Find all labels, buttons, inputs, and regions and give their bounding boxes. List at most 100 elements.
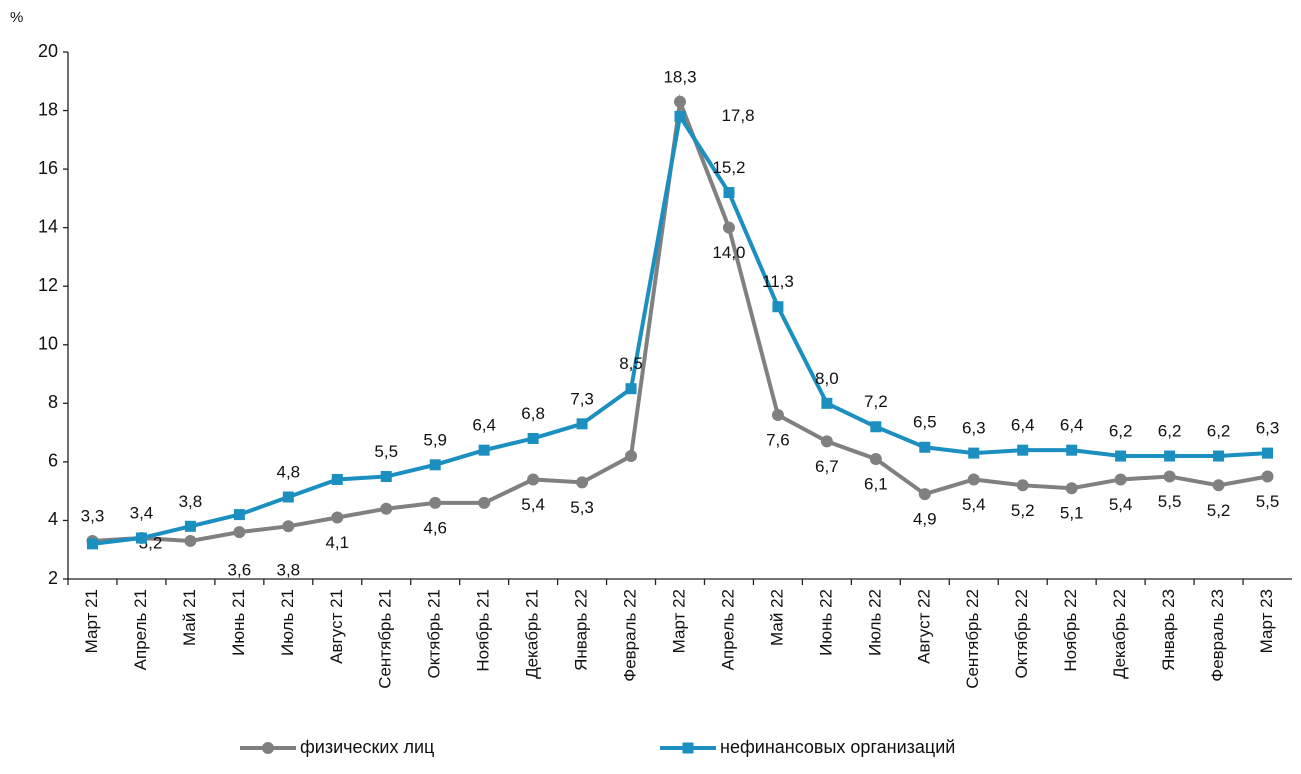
- marker: [1016, 479, 1029, 492]
- marker: [1212, 479, 1225, 492]
- x-tick-label: Март 22: [669, 589, 688, 653]
- marker: [478, 496, 491, 509]
- data-label: 6,4: [1060, 416, 1084, 435]
- y-tick-label: 18: [38, 99, 58, 119]
- marker: [968, 447, 980, 459]
- data-label: 5,2: [1207, 501, 1231, 520]
- marker: [527, 473, 540, 486]
- marker: [233, 526, 246, 539]
- marker: [1262, 447, 1274, 459]
- data-label: 15,2: [712, 158, 745, 177]
- marker: [282, 520, 295, 533]
- marker: [576, 418, 588, 430]
- data-label: 4,9: [913, 510, 937, 529]
- marker: [723, 187, 735, 199]
- data-label: 17,8: [721, 106, 754, 125]
- marker: [527, 432, 539, 444]
- data-label: 4,6: [423, 518, 447, 537]
- x-tick-label: Январь 23: [1159, 589, 1178, 671]
- data-label: 4,1: [325, 533, 349, 552]
- marker: [429, 496, 442, 509]
- marker: [1065, 482, 1078, 495]
- marker: [625, 383, 637, 395]
- marker: [380, 502, 393, 515]
- marker: [184, 520, 196, 532]
- y-tick-label: 4: [48, 509, 58, 529]
- x-tick-label: Декабрь 22: [1110, 589, 1129, 679]
- data-label: 5,4: [521, 495, 545, 514]
- marker: [1163, 470, 1176, 483]
- x-tick-label: Февраль 23: [1208, 589, 1227, 682]
- data-label: 5,4: [962, 495, 986, 514]
- data-label: 6,4: [472, 416, 496, 435]
- data-label: 6,5: [913, 413, 937, 432]
- data-label: 6,7: [815, 457, 839, 476]
- x-tick-label: Июль 22: [865, 589, 884, 656]
- x-tick-label: Октябрь 21: [425, 589, 444, 679]
- data-label: 18,3: [663, 67, 696, 86]
- marker: [820, 435, 833, 448]
- marker: [282, 491, 294, 503]
- series-line: [92, 93, 1268, 543]
- marker: [1261, 470, 1274, 483]
- data-label: 5,5: [374, 442, 398, 461]
- x-tick-label: Сентябрь 21: [376, 589, 395, 689]
- x-tick-label: Июнь 21: [229, 589, 248, 656]
- marker: [429, 459, 441, 471]
- marker: [478, 444, 490, 456]
- data-label: 7,3: [570, 389, 594, 408]
- data-label: 3,8: [179, 492, 203, 511]
- x-tick-label: Апрель 21: [131, 589, 150, 670]
- data-label: 4,8: [276, 463, 300, 482]
- data-label: 5,2: [1011, 501, 1035, 520]
- data-label: 6,1: [864, 474, 888, 493]
- x-tick-label: Январь 22: [572, 589, 591, 671]
- marker: [86, 538, 98, 550]
- y-tick-label: 20: [38, 41, 58, 61]
- x-tick-label: Февраль 22: [621, 589, 640, 682]
- marker: [135, 532, 147, 544]
- marker: [331, 473, 343, 485]
- data-label: 5,4: [1109, 495, 1133, 514]
- x-tick-label: Май 21: [180, 589, 199, 646]
- marker: [1017, 444, 1029, 456]
- y-tick-label: 16: [38, 158, 58, 178]
- marker: [1066, 444, 1078, 456]
- x-tick-label: Июль 21: [278, 589, 297, 656]
- x-tick-label: Ноябрь 22: [1061, 589, 1080, 672]
- x-tick-label: Декабрь 21: [523, 589, 542, 679]
- data-label: 5,5: [1256, 492, 1280, 511]
- data-label: 14,0: [712, 243, 745, 262]
- x-tick-label: Март 23: [1257, 589, 1276, 653]
- legend-label: физических лиц: [300, 737, 434, 757]
- data-label: 8,0: [815, 369, 839, 388]
- marker: [184, 534, 197, 547]
- x-tick-label: Август 22: [914, 589, 933, 664]
- data-label: 3,4: [130, 503, 154, 522]
- marker: [625, 450, 638, 463]
- marker: [380, 471, 392, 483]
- data-label: 3,6: [228, 560, 252, 579]
- x-tick-label: Апрель 22: [718, 589, 737, 670]
- y-tick-label: 10: [38, 334, 58, 354]
- data-label: 7,6: [766, 431, 790, 450]
- marker: [722, 221, 735, 234]
- marker: [1115, 450, 1127, 462]
- x-tick-label: Май 22: [767, 589, 786, 646]
- marker: [772, 301, 784, 313]
- marker: [1164, 450, 1176, 462]
- data-label: 8,5: [619, 354, 643, 373]
- y-tick-label: 8: [48, 392, 58, 412]
- data-label: 7,2: [864, 392, 888, 411]
- marker: [869, 452, 882, 465]
- data-label: 5,5: [1158, 492, 1182, 511]
- legend-marker: [682, 742, 694, 754]
- data-label: 6,2: [1109, 422, 1133, 441]
- data-label: 5,3: [570, 498, 594, 517]
- legend-label: нефинансовых организаций: [720, 737, 955, 757]
- marker: [674, 110, 686, 122]
- y-tick-label: 2: [48, 568, 58, 588]
- marker: [674, 95, 686, 108]
- data-label: 5,1: [1060, 504, 1084, 523]
